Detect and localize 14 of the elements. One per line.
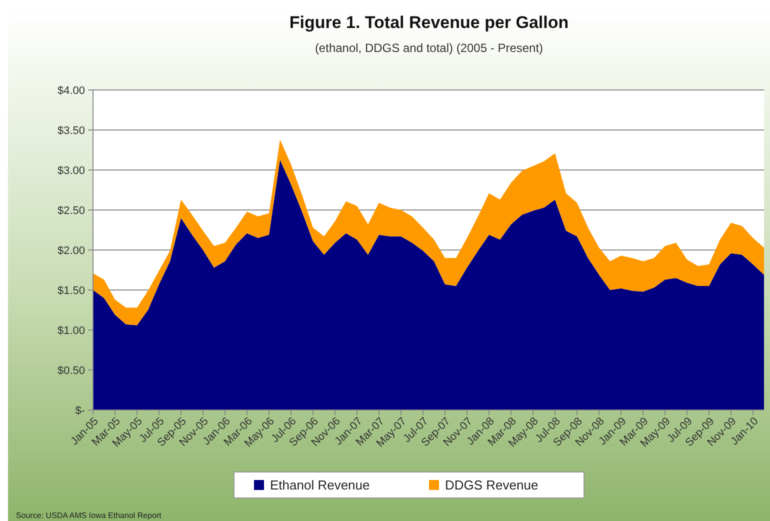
chart-subtitle: (ethanol, DDGS and total) (2005 - Present): [314, 41, 544, 55]
y-tick-label: $2.50: [57, 204, 85, 217]
y-tick-label: $3.50: [57, 124, 85, 137]
y-tick-label: $1.50: [57, 284, 85, 297]
y-tick-label: $4.00: [57, 84, 85, 97]
y-tick-label: $-: [75, 404, 86, 417]
legend-label: DDGS Revenue: [445, 478, 538, 493]
y-tick-label: $3.00: [57, 164, 85, 177]
y-tick-label: $0.50: [57, 364, 85, 377]
chart-title: Figure 1. Total Revenue per Gallon: [289, 13, 569, 32]
legend-label: Ethanol Revenue: [270, 478, 370, 493]
y-tick-label: $1.00: [57, 324, 85, 337]
source-note: Source: USDA AMS Iowa Ethanol Report: [16, 511, 162, 520]
y-tick-label: $2.00: [57, 244, 85, 257]
